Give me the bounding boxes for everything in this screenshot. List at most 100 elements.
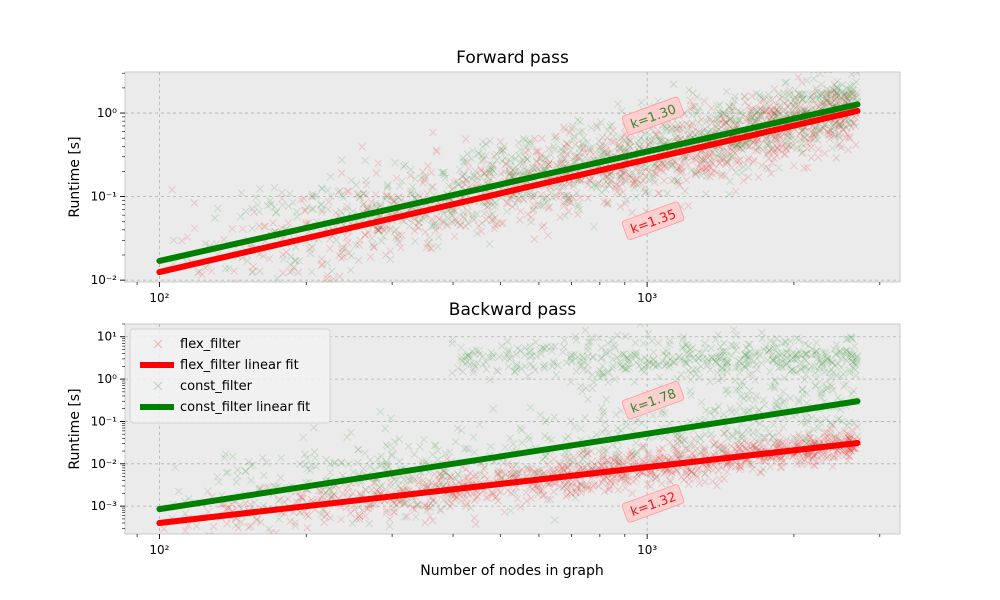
scatter-point xyxy=(523,155,532,163)
scatter-point xyxy=(485,167,494,176)
scatter-point xyxy=(814,145,823,154)
scatter-point xyxy=(791,350,800,359)
scatter-point xyxy=(428,516,437,525)
scatter-point xyxy=(611,478,620,486)
scatter-point xyxy=(338,156,346,164)
scatter-point xyxy=(797,140,806,149)
scatter-point xyxy=(660,161,669,170)
scatter-point xyxy=(569,182,578,190)
scatter-point xyxy=(839,125,847,134)
scatter-point xyxy=(628,489,637,498)
scatter-point xyxy=(609,126,617,135)
scatter-point xyxy=(824,127,832,136)
scatter-point xyxy=(439,467,448,476)
scatter-point xyxy=(552,161,561,169)
scatter-point xyxy=(719,109,728,118)
scatter-point xyxy=(781,149,789,158)
scatter-point xyxy=(661,126,670,135)
scatter-point xyxy=(687,167,696,175)
scatter-point xyxy=(746,347,754,356)
scatter-point xyxy=(576,360,585,369)
scatter-point xyxy=(852,371,860,380)
scatter-point xyxy=(676,168,685,177)
scatter-point xyxy=(798,127,807,135)
scatter-point xyxy=(241,467,250,475)
scatter-point xyxy=(617,426,625,435)
scatter-point xyxy=(716,342,725,351)
scatter-point xyxy=(606,482,615,491)
scatter-point xyxy=(744,349,752,358)
scatter-point xyxy=(699,126,708,135)
scatter-point xyxy=(733,144,742,152)
scatter-point xyxy=(705,162,714,171)
scatter-point xyxy=(782,360,791,369)
scatter-point xyxy=(834,131,843,140)
scatter-point xyxy=(597,354,605,363)
scatter-point xyxy=(759,396,768,404)
scatter-point xyxy=(382,457,390,466)
scatter-point xyxy=(529,164,538,173)
scatter-point xyxy=(513,195,522,204)
scatter-point xyxy=(414,478,423,487)
scatter-point xyxy=(578,139,587,148)
scatter-point xyxy=(770,109,778,117)
scatter-point xyxy=(386,479,395,487)
scatter-point xyxy=(697,171,706,180)
scatter-point xyxy=(595,416,604,424)
scatter-point xyxy=(696,103,704,112)
scatter-point xyxy=(470,215,478,224)
scatter-point xyxy=(735,144,744,152)
scatter-point xyxy=(735,361,743,370)
scatter-point xyxy=(494,470,502,479)
scatter-point xyxy=(652,163,660,172)
scatter-point xyxy=(542,154,550,162)
scatter-point xyxy=(825,368,834,377)
scatter-point xyxy=(601,185,610,193)
scatter-point xyxy=(675,124,684,132)
scatter-point xyxy=(446,473,455,481)
scatter-point xyxy=(734,363,742,372)
scatter-point xyxy=(527,494,536,503)
scatter-point xyxy=(759,465,767,474)
scatter-point xyxy=(768,95,776,104)
scatter-point xyxy=(708,148,717,157)
scatter-point xyxy=(612,410,620,419)
scatter-point xyxy=(332,209,340,217)
scatter-point xyxy=(695,374,703,382)
scatter-point xyxy=(342,244,350,253)
scatter-point xyxy=(785,90,794,98)
scatter-point xyxy=(367,198,376,207)
scatter-point xyxy=(783,358,792,367)
scatter-point xyxy=(503,207,511,216)
scatter-point xyxy=(832,350,840,359)
scatter-point xyxy=(392,500,401,509)
scatter-point xyxy=(761,109,769,117)
scatter-point xyxy=(634,137,643,145)
scatter-point xyxy=(615,451,624,459)
scatter-point xyxy=(215,477,223,486)
scatter-point xyxy=(575,128,584,136)
scatter-point xyxy=(504,362,513,371)
scatter-point xyxy=(709,466,717,475)
scatter-point xyxy=(568,483,576,491)
scatter-point xyxy=(762,163,771,172)
scatter-point xyxy=(318,184,327,193)
scatter-point xyxy=(834,393,842,402)
scatter-point xyxy=(739,162,748,171)
scatter-point xyxy=(766,462,775,471)
scatter-point xyxy=(769,103,778,112)
scatter-point xyxy=(393,235,402,244)
scatter-point xyxy=(725,143,733,152)
scatter-point xyxy=(727,163,736,172)
scatter-point xyxy=(800,437,809,445)
scatter-point xyxy=(514,151,523,160)
scatter-point xyxy=(421,501,430,510)
scatter-point xyxy=(476,172,485,181)
scatter-point xyxy=(537,349,545,358)
scatter-point xyxy=(579,134,588,142)
scatter-point xyxy=(598,479,607,487)
scatter-point xyxy=(566,488,575,497)
scatter-point xyxy=(744,355,753,364)
scatter-point xyxy=(561,155,570,163)
scatter-point xyxy=(829,453,837,462)
